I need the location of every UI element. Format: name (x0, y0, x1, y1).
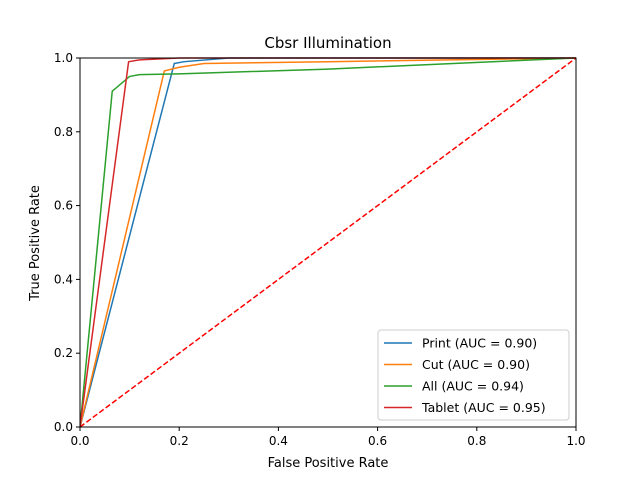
x-tick-label: 0.0 (70, 434, 89, 448)
x-tick-label: 0.4 (269, 434, 288, 448)
plot-area: 0.0 0.2 0.4 0.6 0.8 1.0 0.0 0.2 0.4 0.6 0.8 1.0 Prin… (54, 51, 586, 448)
legend-label: Print (AUC = 0.90) (422, 336, 537, 351)
x-tick-label: 0.6 (368, 434, 387, 448)
y-tick-label: 0.2 (54, 346, 73, 360)
x-tick-label: 0.8 (467, 434, 486, 448)
legend-box (377, 329, 570, 421)
chart-title: Cbsr Illumination (264, 34, 391, 52)
x-tick-label: 1.0 (566, 434, 585, 448)
y-tick-label: 0.0 (54, 420, 73, 434)
y-tick-label: 0.6 (54, 199, 73, 213)
x-axis-label: False Positive Rate (268, 456, 389, 471)
legend-label: Cut (AUC = 0.90) (422, 357, 530, 372)
legend-label: All (AUC = 0.94) (422, 379, 524, 394)
reference-diagonal-line (79, 57, 577, 428)
series-line-1 (80, 57, 576, 428)
legend-label: Tablet (AUC = 0.95) (421, 400, 546, 415)
axes-frame (79, 57, 577, 428)
y-axis-label: True Positive Rate (28, 185, 43, 302)
series-line-2 (80, 57, 576, 428)
y-tick-label: 1.0 (54, 51, 73, 65)
x-tick-label: 0.2 (170, 434, 189, 448)
y-tick-label: 0.8 (54, 125, 73, 139)
y-tick-label: 0.4 (54, 272, 73, 286)
